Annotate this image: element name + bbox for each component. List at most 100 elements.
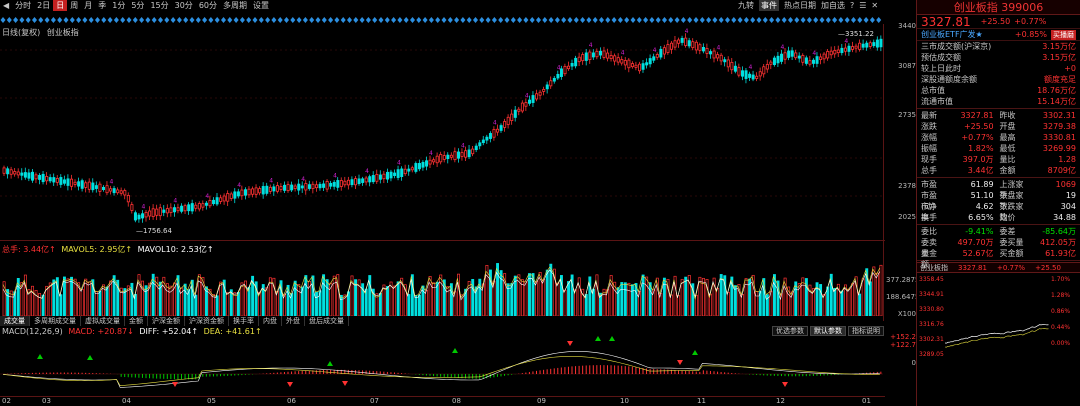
event-diamond[interactable] (76, 17, 82, 23)
event-diamond[interactable] (706, 17, 712, 23)
event-diamond[interactable] (416, 17, 422, 23)
event-diamond[interactable] (0, 17, 6, 23)
event-diamond[interactable] (680, 17, 686, 23)
event-diamond[interactable] (214, 17, 220, 23)
period-6[interactable]: 1分 (112, 1, 126, 10)
event-diamond[interactable] (447, 17, 453, 23)
event-diamond[interactable] (592, 17, 598, 23)
event-diamond[interactable] (290, 17, 296, 23)
tool-2[interactable]: 热点日期 (784, 1, 816, 10)
event-diamond[interactable] (825, 17, 831, 23)
period-8[interactable]: 15分 (150, 1, 169, 10)
period-3[interactable]: 周 (70, 1, 79, 10)
event-diamond[interactable] (101, 17, 107, 23)
indicator-tab-1[interactable]: 多周期成交量 (30, 316, 81, 326)
event-diamond[interactable] (504, 17, 510, 23)
event-diamond[interactable] (302, 17, 308, 23)
event-diamond[interactable] (479, 17, 485, 23)
event-diamond[interactable] (649, 17, 655, 23)
event-diamond[interactable] (699, 17, 705, 23)
indicator-tab-2[interactable]: 虚拟成交量 (81, 316, 125, 326)
event-diamond[interactable] (743, 17, 749, 23)
event-diamond[interactable] (221, 17, 226, 23)
event-diamond[interactable] (466, 17, 472, 23)
period-12[interactable]: 设置 (253, 1, 269, 10)
event-diamond[interactable] (132, 17, 138, 23)
event-diamond[interactable] (384, 17, 390, 23)
etf-name[interactable]: 创业板ETF广发★ (921, 30, 983, 39)
event-diamond[interactable] (315, 17, 321, 23)
event-diamond[interactable] (580, 17, 586, 23)
event-diamond[interactable] (25, 17, 31, 23)
event-diamond[interactable] (69, 17, 75, 23)
event-diamond[interactable] (410, 17, 415, 23)
event-diamond[interactable] (189, 17, 195, 23)
period-2[interactable]: 日 (53, 0, 68, 11)
event-diamond[interactable] (756, 17, 762, 23)
event-diamond[interactable] (271, 17, 277, 23)
event-diamond[interactable] (258, 17, 264, 23)
macd-chart[interactable] (0, 336, 885, 396)
event-diamond[interactable] (636, 17, 642, 23)
event-diamond[interactable] (781, 17, 787, 23)
event-diamond[interactable] (309, 17, 315, 23)
event-diamond[interactable] (378, 17, 384, 23)
event-diamond[interactable] (321, 17, 327, 23)
indicator-tab-8[interactable]: 外盘 (282, 316, 305, 326)
event-diamond[interactable] (277, 17, 283, 23)
event-diamond[interactable] (813, 17, 819, 23)
event-diamond[interactable] (441, 17, 447, 23)
event-diamond[interactable] (838, 17, 844, 23)
event-diamond[interactable] (202, 17, 208, 23)
event-diamond[interactable] (844, 17, 850, 23)
event-diamond[interactable] (359, 17, 365, 23)
event-diamond[interactable] (561, 17, 567, 23)
event-diamond[interactable] (762, 17, 768, 23)
event-diamond[interactable] (485, 17, 491, 23)
event-diamond[interactable] (38, 17, 44, 23)
event-diamond[interactable] (869, 17, 875, 23)
event-diamond[interactable] (725, 17, 730, 23)
event-diamond[interactable] (252, 17, 258, 23)
event-diamond[interactable] (19, 17, 25, 23)
intraday-mini-chart[interactable]: 3358.45 3344.91 3330.80 3316.76 3302.31 3289.… (917, 273, 1080, 359)
event-diamond[interactable] (655, 17, 661, 23)
period-1[interactable]: 2日 (37, 1, 51, 10)
tool-3[interactable]: 加自选 (821, 1, 845, 10)
macd-btn-1[interactable]: 默认参数 (810, 326, 846, 336)
event-diamond[interactable] (6, 17, 12, 23)
event-diamond[interactable] (599, 17, 604, 23)
event-diamond[interactable] (788, 17, 793, 23)
event-diamond[interactable] (775, 17, 781, 23)
event-diamond[interactable] (57, 17, 63, 23)
event-diamond[interactable] (794, 17, 800, 23)
event-diamond[interactable] (208, 17, 214, 23)
period-10[interactable]: 60分 (198, 1, 217, 10)
etf-row[interactable]: 创业板ETF广发★ +0.85% 买播磨 (917, 29, 1080, 41)
event-diamond[interactable] (227, 17, 233, 23)
event-diamond[interactable] (233, 17, 239, 23)
period-0[interactable]: 分时 (15, 1, 32, 10)
event-diamond[interactable] (239, 17, 245, 23)
event-diamond[interactable] (183, 17, 189, 23)
period-5[interactable]: 季 (98, 1, 107, 10)
macd-btn-2[interactable]: 指标说明 (848, 326, 884, 336)
event-diamond[interactable] (567, 17, 573, 23)
event-diamond[interactable] (800, 17, 806, 23)
event-diamond[interactable] (473, 17, 478, 23)
event-diamond[interactable] (605, 17, 611, 23)
event-diamond[interactable] (435, 17, 441, 23)
event-diamond[interactable] (851, 17, 856, 23)
event-diamond[interactable] (517, 17, 523, 23)
event-diamond[interactable] (391, 17, 397, 23)
event-diamond[interactable] (403, 17, 409, 23)
event-diamond[interactable] (674, 17, 680, 23)
event-diamond[interactable] (693, 17, 699, 23)
event-diamond[interactable] (806, 17, 812, 23)
event-diamond[interactable] (542, 17, 548, 23)
event-diamond[interactable] (365, 17, 371, 23)
event-diamond[interactable] (662, 17, 667, 23)
event-diamond[interactable] (611, 17, 617, 23)
event-diamond[interactable] (164, 17, 170, 23)
